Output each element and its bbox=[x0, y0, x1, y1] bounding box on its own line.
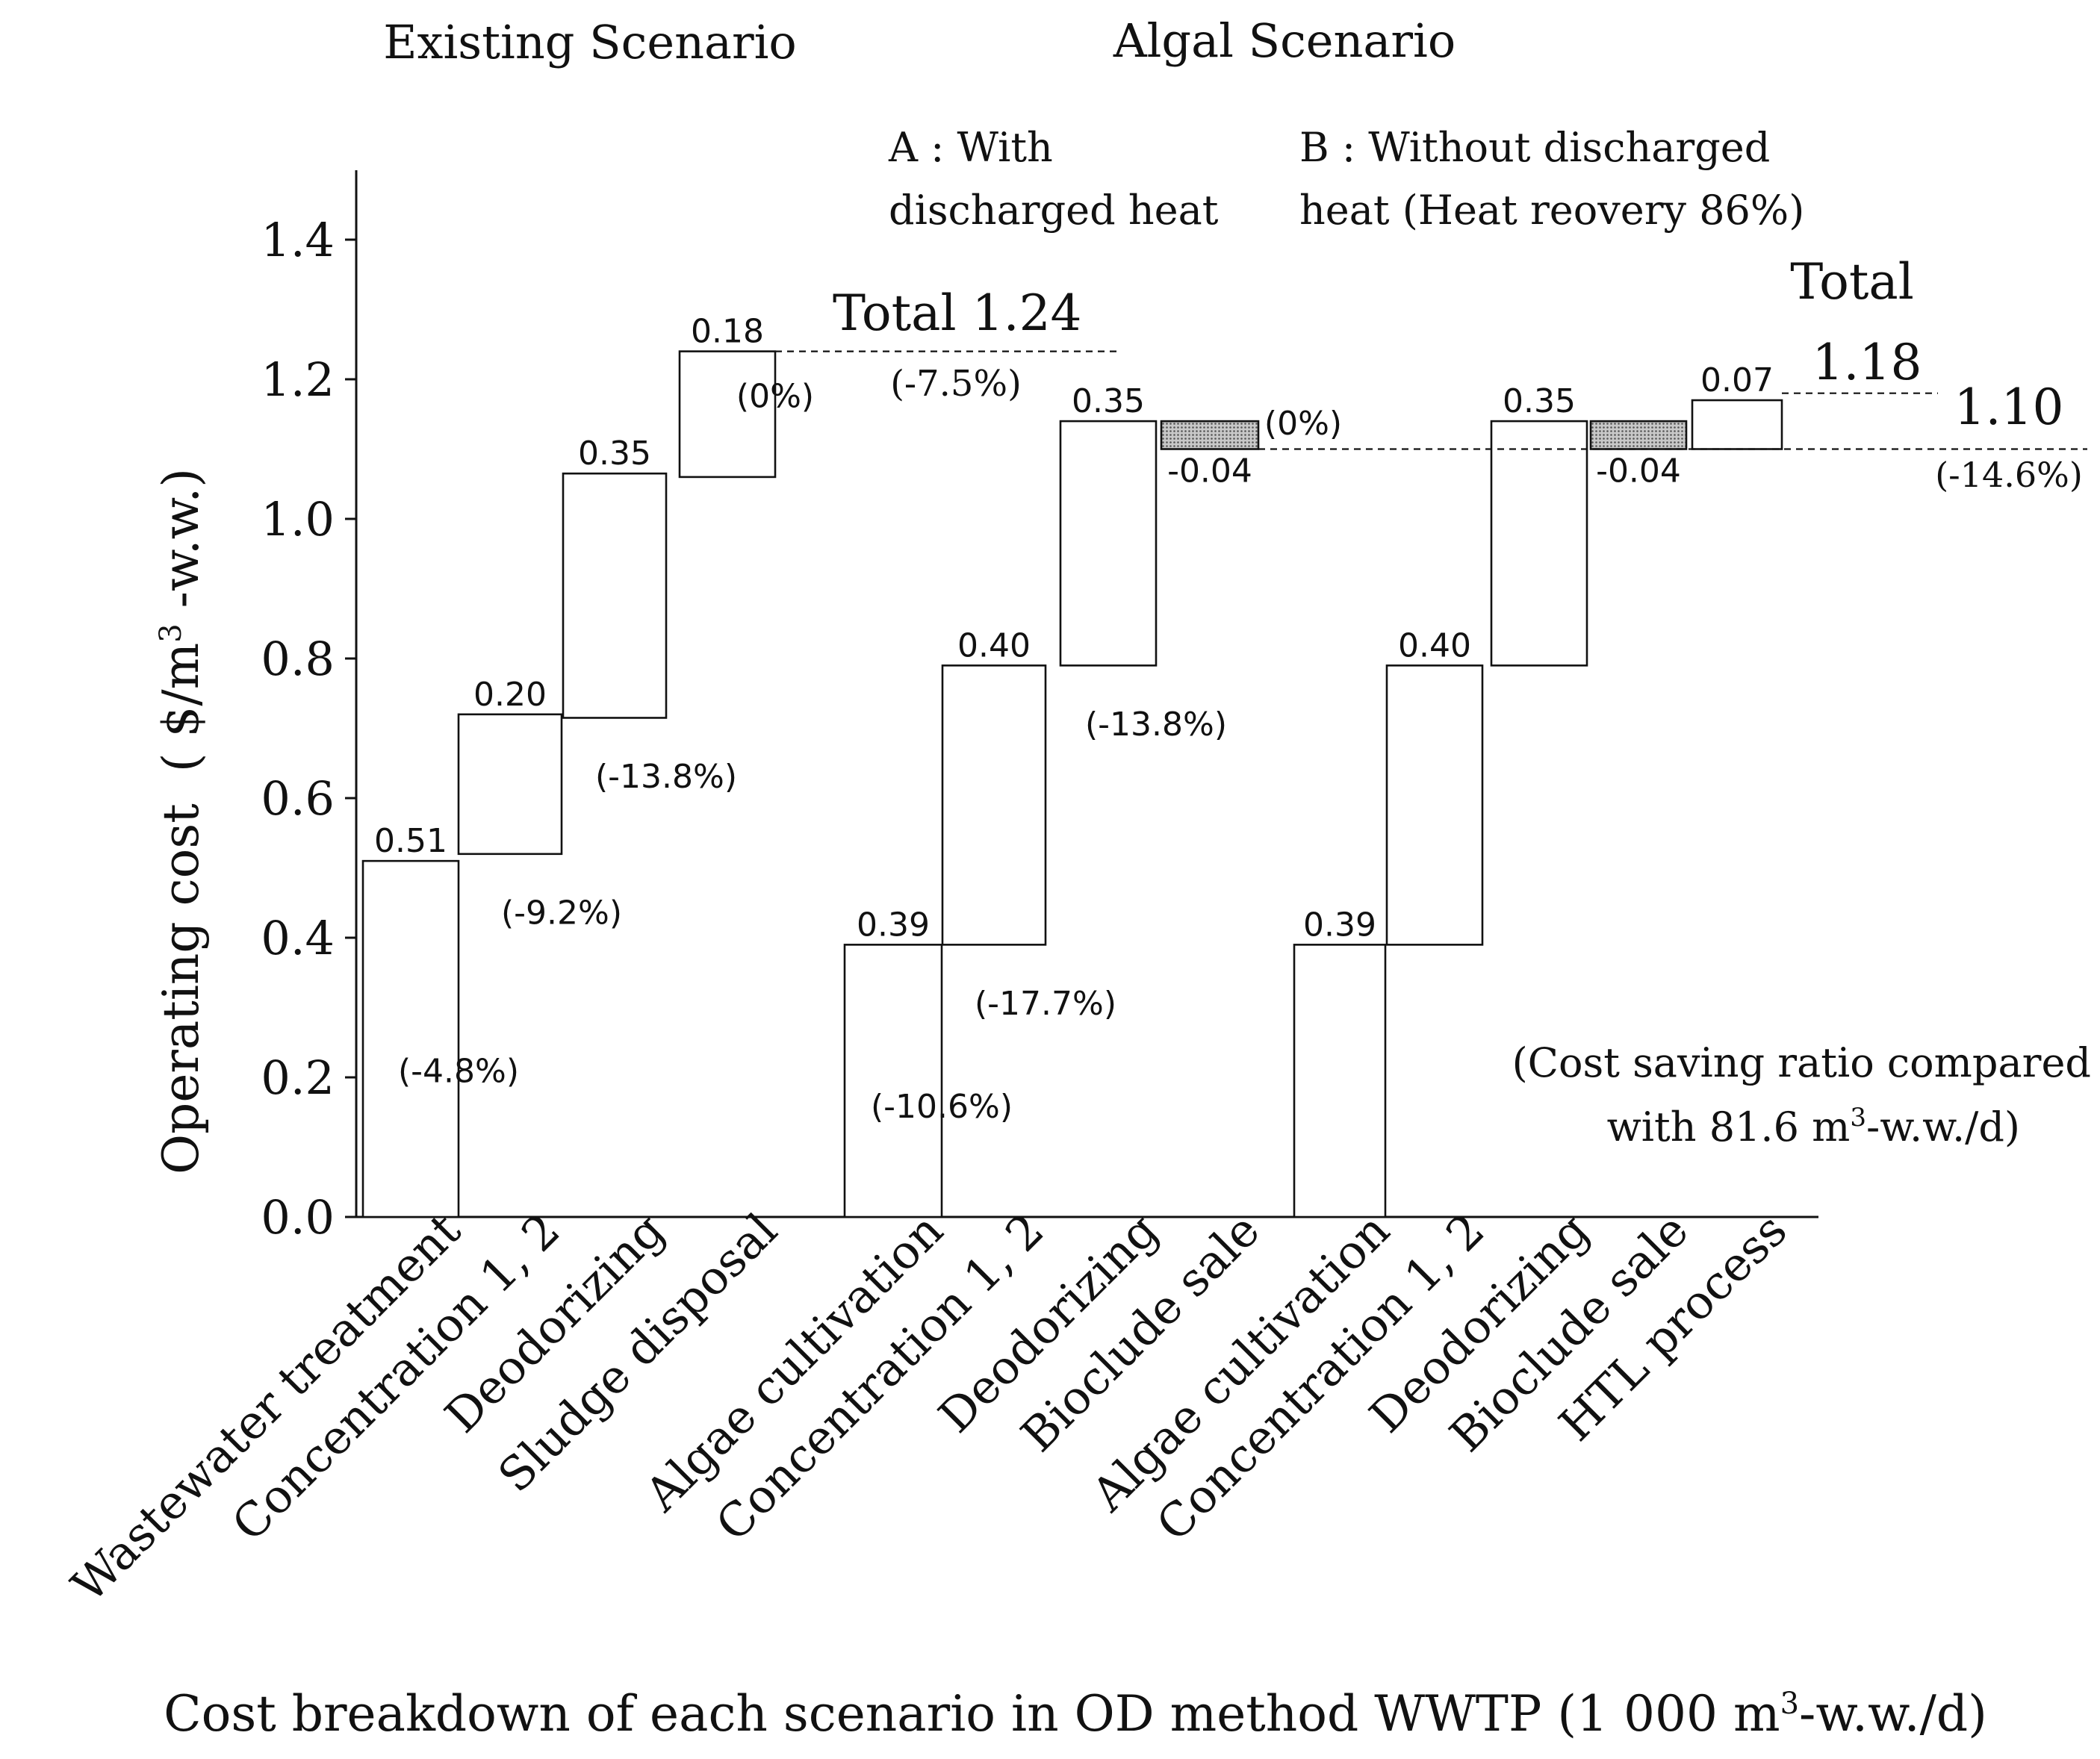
bar-value-label: 0.20 bbox=[473, 676, 547, 714]
bar-value-label: 0.35 bbox=[1072, 382, 1145, 420]
bar bbox=[457, 713, 563, 856]
y-axis-title: Operating cost ( $/m3 -w.w.) bbox=[152, 468, 210, 1174]
bar-value-label: 0.18 bbox=[691, 313, 764, 351]
total-b-saving: (-14.6%) bbox=[1935, 455, 2083, 495]
saving-label: (0%) bbox=[1264, 405, 1342, 443]
x-axis-title: Cost breakdown of each scenario in OD me… bbox=[164, 1685, 1987, 1743]
saving-label: (-17.7%) bbox=[975, 985, 1116, 1023]
bars: 0.51 (-4.8%) 0.20 (-9.2%) 0.35 (-13.8%) 0.18 (0… bbox=[361, 313, 1783, 1218]
bar-negative bbox=[1160, 420, 1260, 450]
y-tick-label: 1.2 bbox=[261, 352, 335, 407]
saving-label: (-9.2%) bbox=[501, 894, 622, 932]
cost-saving-note-line1: (Cost saving ratio compared bbox=[1512, 1039, 2091, 1086]
total-connectors bbox=[775, 350, 2087, 450]
total-a-value: 1.18 bbox=[1812, 334, 1922, 391]
bar-value-label: -0.04 bbox=[1167, 452, 1252, 491]
bar bbox=[562, 472, 668, 719]
y-tick-label: 0.0 bbox=[261, 1190, 335, 1245]
bar bbox=[678, 350, 777, 479]
y-ticks: 0.0 0.2 0.4 0.6 0.8 1.0 1.2 1.4 bbox=[261, 213, 356, 1245]
total-b-value: 1.10 bbox=[1954, 379, 2064, 436]
y-tick-label: 0.8 bbox=[261, 632, 335, 686]
total-a-heading: Total bbox=[1790, 253, 1914, 311]
bar-value-label: 0.39 bbox=[857, 906, 930, 944]
bar-value-label: 0.07 bbox=[1700, 361, 1774, 399]
saving-label: (0%) bbox=[736, 377, 814, 415]
x-tick-label: Wastewater treatment bbox=[61, 1203, 471, 1613]
bar bbox=[941, 664, 1047, 946]
bar bbox=[1293, 944, 1387, 1218]
cost-saving-note-line2: with 81.6 m3-w.w./d) bbox=[1607, 1103, 2020, 1151]
bar-value-label: -0.04 bbox=[1596, 452, 1681, 491]
bar bbox=[1385, 664, 1484, 946]
bar-value-label: 0.40 bbox=[1398, 626, 1471, 664]
y-tick-label: 0.4 bbox=[261, 911, 335, 965]
total-existing-label: Total 1.24 bbox=[833, 284, 1082, 342]
bar bbox=[843, 944, 943, 1218]
bar-value-label: 0.51 bbox=[374, 822, 447, 860]
header-algal-scenario: Algal Scenario bbox=[1113, 13, 1456, 68]
bar-negative bbox=[1589, 420, 1688, 450]
saving-label: (-10.6%) bbox=[871, 1088, 1013, 1126]
scenario-a-label-line1: A : With bbox=[888, 124, 1053, 171]
total-existing-saving: (-7.5%) bbox=[890, 363, 1022, 405]
y-tick-label: 1.0 bbox=[261, 492, 335, 547]
saving-label: (-13.8%) bbox=[595, 758, 737, 796]
header-existing-scenario: Existing Scenario bbox=[383, 15, 797, 69]
y-tick-label: 0.6 bbox=[261, 771, 335, 826]
bar bbox=[1490, 420, 1588, 667]
bar-value-label: 0.40 bbox=[957, 626, 1031, 664]
bar bbox=[1059, 420, 1158, 667]
y-tick-label: 0.2 bbox=[261, 1050, 335, 1105]
saving-label: (-4.8%) bbox=[398, 1053, 519, 1091]
bar-value-label: 0.39 bbox=[1303, 906, 1376, 944]
scenario-b-label-line2: heat (Heat reovery 86%) bbox=[1299, 187, 1804, 234]
y-tick-label: 1.4 bbox=[261, 213, 335, 267]
scenario-b-label-line1: B : Without discharged bbox=[1299, 124, 1770, 171]
bar bbox=[361, 859, 460, 1218]
bar-value-label: 0.35 bbox=[1503, 382, 1576, 420]
scenario-a-label-line2: discharged heat bbox=[889, 187, 1219, 234]
bar bbox=[1691, 399, 1783, 450]
bar-value-label: 0.35 bbox=[578, 435, 651, 473]
saving-label: (-13.8%) bbox=[1085, 706, 1227, 744]
